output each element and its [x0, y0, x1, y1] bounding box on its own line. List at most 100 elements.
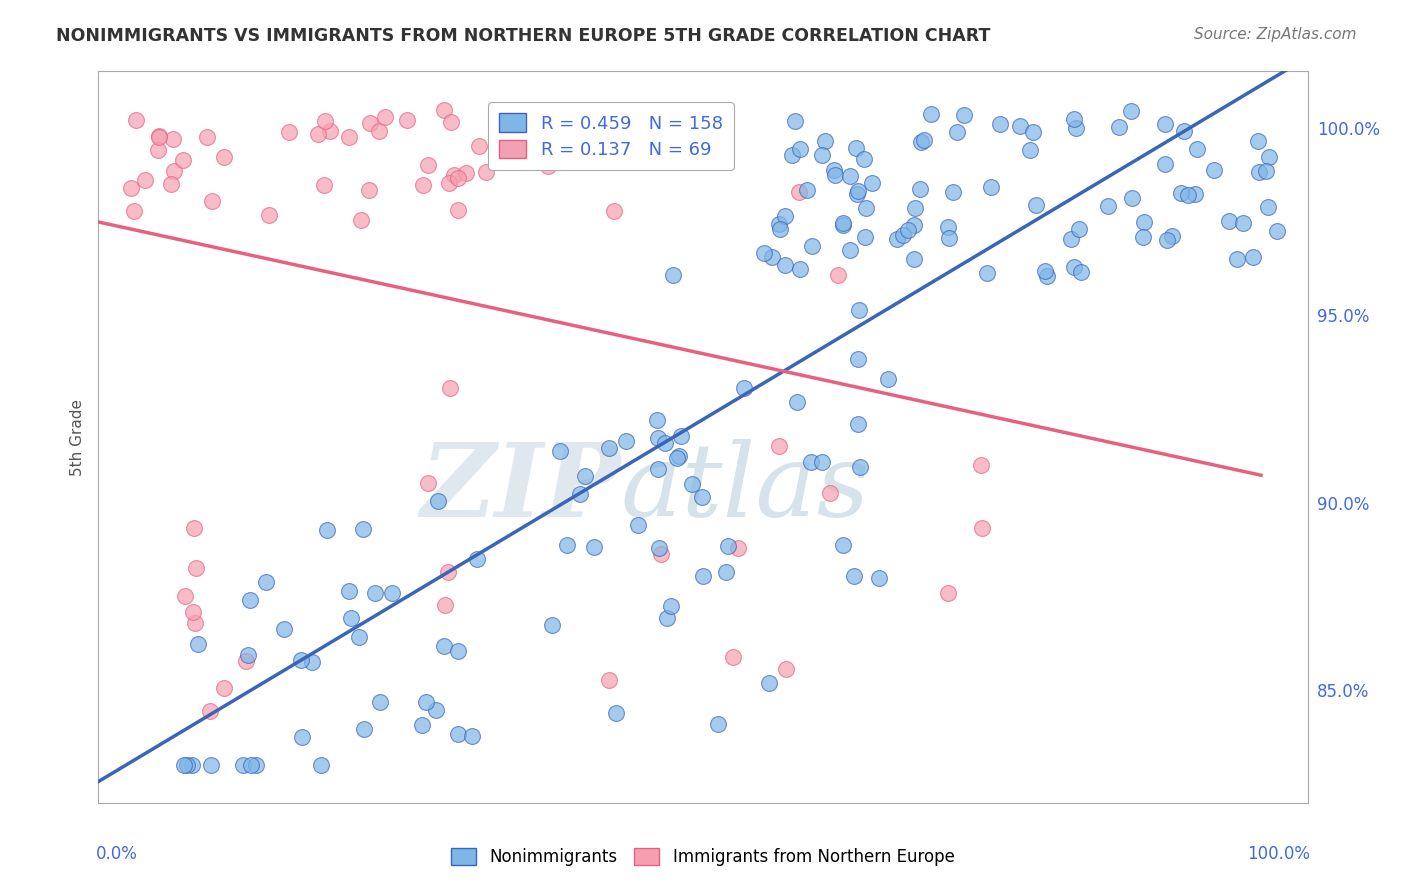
Point [245, 758, 267, 772]
Point [176, 758, 198, 772]
Point [920, 106, 942, 120]
Point [852, 152, 875, 166]
Point [752, 246, 775, 260]
Y-axis label: 5th Grade: 5th Grade [69, 399, 84, 475]
Point [1170, 186, 1192, 200]
Point [775, 258, 797, 272]
Point [201, 194, 224, 209]
Point [146, 143, 169, 157]
Point [853, 230, 876, 244]
Point [364, 586, 387, 600]
Point [876, 372, 898, 386]
Point [714, 565, 737, 579]
Point [1241, 251, 1264, 265]
Point [337, 130, 360, 145]
Point [1247, 165, 1270, 179]
Point [461, 729, 484, 743]
Point [846, 417, 869, 431]
Point [953, 108, 976, 122]
Point [769, 222, 792, 236]
Point [789, 262, 811, 277]
Point [307, 127, 329, 141]
Point [1108, 120, 1130, 134]
Point [614, 434, 637, 448]
Point [831, 218, 853, 232]
Point [1063, 112, 1085, 126]
Point [426, 493, 449, 508]
Point [367, 124, 389, 138]
Point [665, 450, 688, 465]
Point [588, 120, 610, 135]
Point [236, 648, 259, 662]
Text: 100.0%: 100.0% [1247, 846, 1310, 863]
Point [353, 723, 375, 737]
Point [980, 179, 1002, 194]
Point [437, 566, 460, 580]
Point [773, 209, 796, 223]
Point [195, 129, 218, 144]
Point [824, 168, 846, 182]
Point [443, 168, 465, 182]
Text: atlas: atlas [621, 439, 870, 538]
Point [647, 430, 669, 444]
Point [780, 147, 803, 161]
Point [1121, 191, 1143, 205]
Point [1063, 260, 1085, 274]
Point [555, 538, 578, 552]
Point [910, 135, 932, 149]
Point [412, 178, 434, 193]
Point [849, 460, 872, 475]
Point [1257, 150, 1279, 164]
Point [970, 458, 993, 472]
Point [174, 589, 197, 603]
Point [801, 239, 824, 253]
Point [910, 182, 932, 196]
Point [184, 615, 207, 630]
Point [1025, 198, 1047, 212]
Point [316, 523, 339, 537]
Point [433, 103, 456, 117]
Point [796, 183, 818, 197]
Point [692, 569, 714, 583]
Point [148, 129, 170, 144]
Point [988, 118, 1011, 132]
Point [603, 204, 626, 219]
Point [433, 598, 456, 612]
Point [212, 681, 235, 695]
Point [437, 176, 460, 190]
Point [654, 435, 676, 450]
Point [1060, 232, 1083, 246]
Point [1246, 134, 1268, 148]
Point [235, 654, 257, 668]
Point [1232, 216, 1254, 230]
Point [800, 455, 823, 469]
Point [650, 547, 672, 561]
Point [761, 251, 783, 265]
Point [659, 599, 682, 614]
Point [645, 413, 668, 427]
Point [541, 618, 564, 632]
Point [1185, 142, 1208, 156]
Point [411, 718, 433, 732]
Legend: Nonimmigrants, Immigrants from Northern Europe: Nonimmigrants, Immigrants from Northern … [444, 841, 962, 873]
Point [912, 132, 935, 146]
Text: NONIMMIGRANTS VS IMMIGRANTS FROM NORTHERN EUROPE 5TH GRADE CORRELATION CHART: NONIMMIGRANTS VS IMMIGRANTS FROM NORTHER… [56, 27, 991, 45]
Point [627, 517, 650, 532]
Point [903, 218, 925, 232]
Point [827, 268, 849, 283]
Point [440, 114, 463, 128]
Point [786, 395, 808, 409]
Point [846, 185, 869, 199]
Point [396, 112, 419, 127]
Point [425, 703, 447, 717]
Point [212, 150, 235, 164]
Point [886, 232, 908, 246]
Point [181, 758, 204, 772]
Point [134, 172, 156, 186]
Point [359, 116, 381, 130]
Point [418, 157, 440, 171]
Point [820, 485, 842, 500]
Point [855, 202, 877, 216]
Point [598, 441, 620, 455]
Point [340, 611, 363, 625]
